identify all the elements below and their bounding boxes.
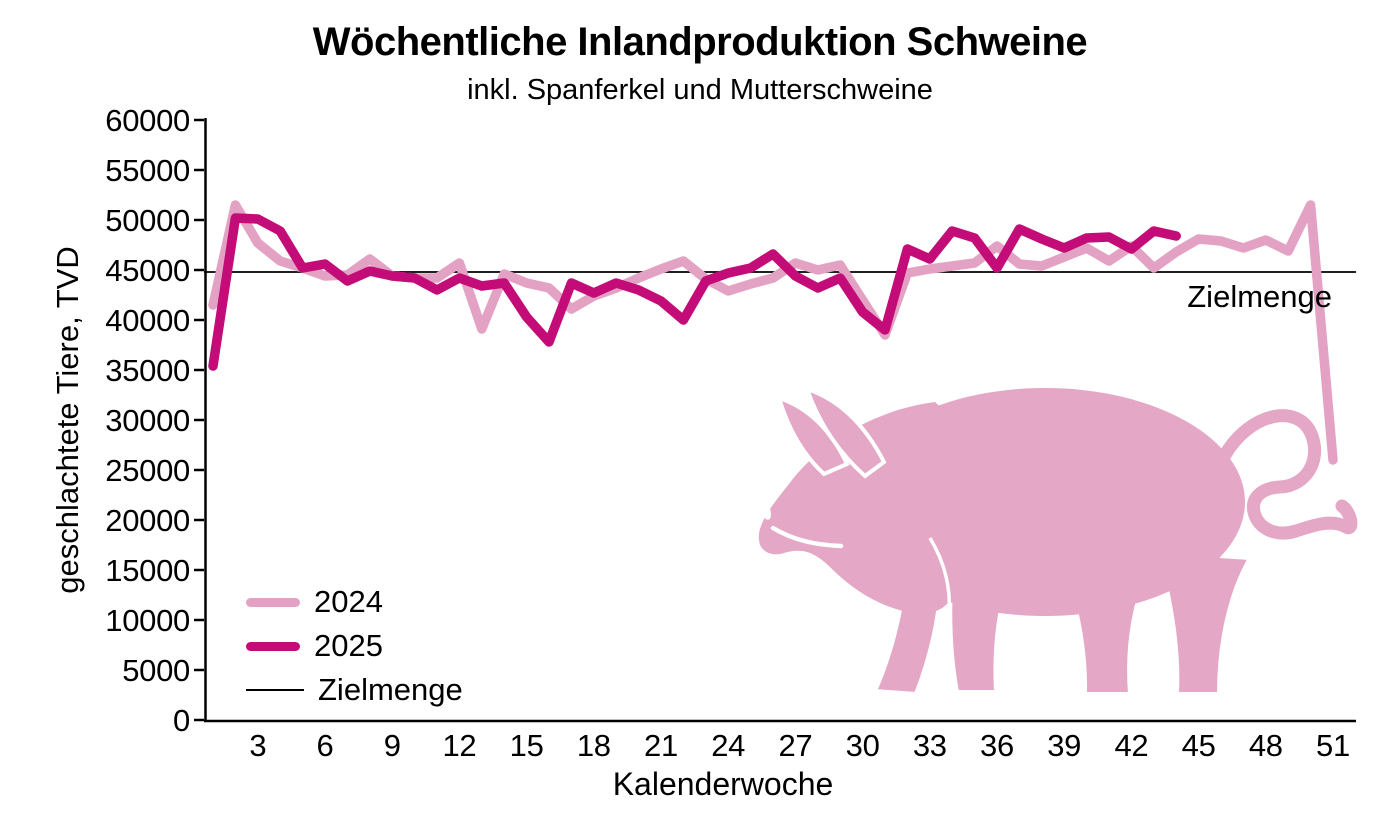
x-tick-label: 33 — [912, 728, 947, 763]
x-tick-label: 27 — [778, 728, 813, 763]
x-tick-label: 48 — [1248, 728, 1283, 763]
x-tick-label: 21 — [644, 728, 678, 763]
legend-label-2024: 2024 — [314, 584, 383, 619]
y-tick-label: 45000 — [105, 253, 190, 288]
x-tick-label: 9 — [383, 728, 401, 763]
legend-label-zielmenge: Zielmenge — [318, 672, 463, 707]
y-tick-label: 5000 — [122, 653, 190, 688]
y-tick-label: 30000 — [105, 403, 190, 438]
y-tick-label: 15000 — [105, 553, 190, 588]
x-axis-title: Kalenderwoche — [612, 766, 834, 802]
y-tick-label: 60000 — [105, 103, 190, 138]
y-tick-label: 40000 — [105, 303, 190, 338]
pig-silhouette-illustration — [758, 385, 1362, 697]
x-tick-label: 45 — [1181, 728, 1216, 763]
x-tick-label: 12 — [442, 728, 477, 763]
y-tick-label: 35000 — [105, 353, 190, 388]
y-tick-label: 55000 — [105, 153, 190, 188]
x-tick-label: 51 — [1316, 728, 1350, 763]
chart-subtitle: inkl. Spanferkel und Mutterschweine — [467, 74, 933, 106]
x-tick-label: 42 — [1114, 728, 1149, 763]
y-tick-label: 20000 — [105, 503, 190, 538]
legend-swatch-2025 — [246, 641, 300, 651]
pig-mouth-line — [770, 525, 844, 549]
y-tick-label: 50000 — [105, 203, 190, 238]
legend-item-2024: 2024 — [246, 585, 383, 619]
x-tick-label: 30 — [845, 728, 880, 763]
x-tick-label: 3 — [249, 728, 267, 763]
legend-swatch-2024 — [246, 597, 300, 607]
x-tick-label: 6 — [316, 728, 334, 763]
legend-swatch-zielmenge — [246, 689, 304, 691]
chart-title: Wöchentliche Inlandproduktion Schweine — [312, 20, 1088, 64]
series-line-2025 — [208, 213, 1181, 371]
x-tick-label: 24 — [711, 728, 746, 763]
pig-snout-highlight — [761, 502, 771, 520]
target-line-label: Zielmenge — [1187, 279, 1332, 314]
plot-layer — [194, 118, 1356, 723]
legend-label-2025: 2025 — [314, 628, 383, 663]
x-tick-label: 18 — [576, 728, 611, 763]
x-tick-label: 39 — [1047, 728, 1082, 763]
y-tick-label: 10000 — [105, 603, 190, 638]
x-tick-label: 36 — [980, 728, 1014, 763]
y-tick-label: 0 — [173, 703, 190, 738]
x-tick-label: 15 — [509, 728, 544, 763]
y-tick-label: 25000 — [105, 453, 190, 488]
legend-item-2025: 2025 — [246, 629, 383, 663]
legend-item-zielmenge: Zielmenge — [246, 673, 463, 707]
